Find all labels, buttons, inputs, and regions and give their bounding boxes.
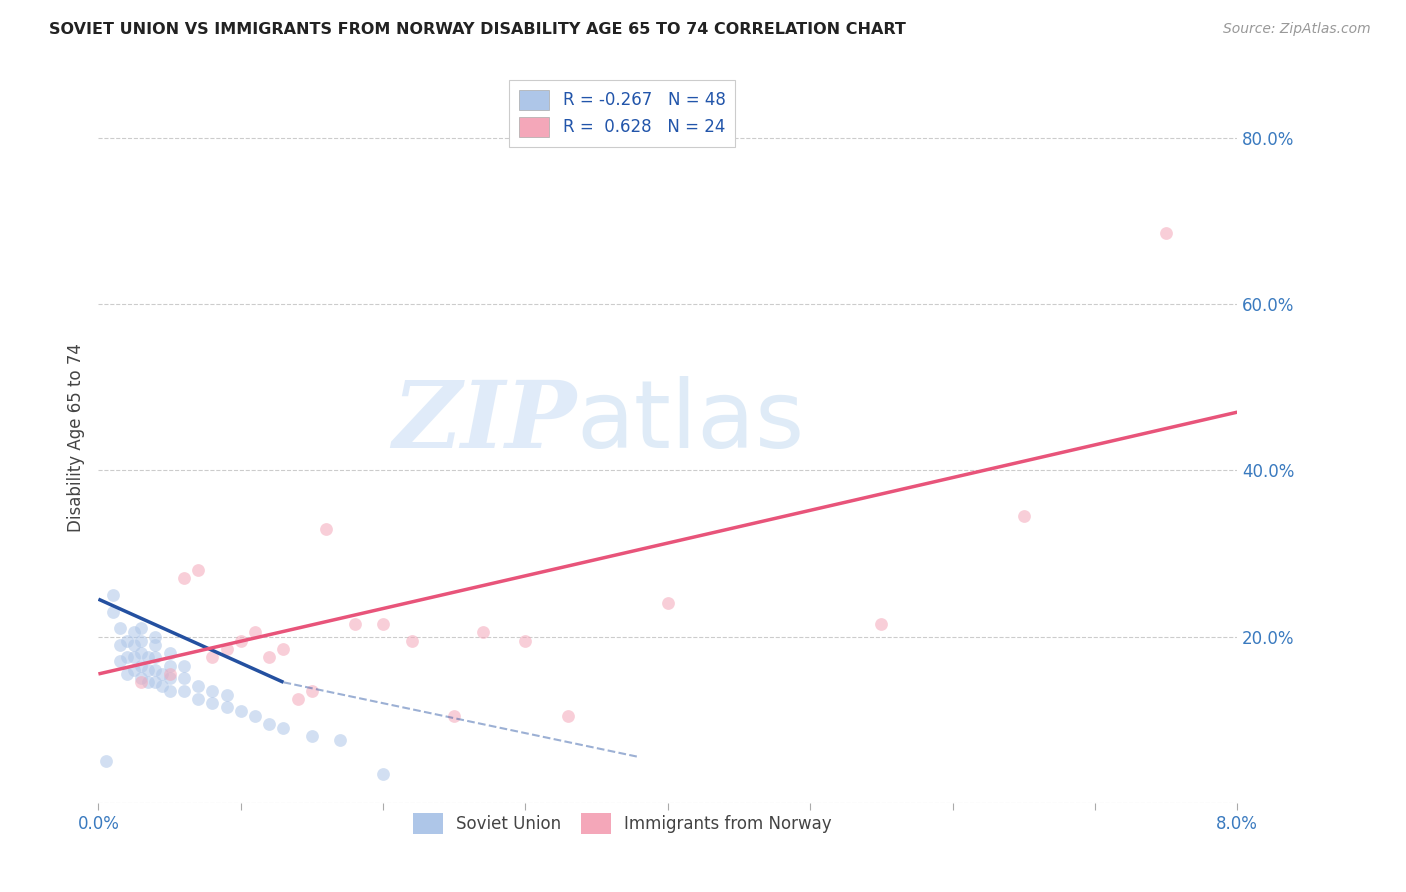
Point: [215, 642, 238, 657]
Point: [443, 708, 465, 723]
Point: [187, 680, 209, 694]
Point: [122, 663, 145, 677]
Point: [201, 696, 224, 710]
Point: [515, 633, 537, 648]
Point: [301, 683, 323, 698]
Point: [136, 675, 159, 690]
Point: [173, 658, 195, 673]
Point: [145, 650, 167, 665]
Point: [371, 766, 394, 780]
Point: [101, 605, 124, 619]
Point: [173, 671, 195, 685]
Point: [145, 663, 167, 677]
Point: [301, 729, 323, 743]
Point: [101, 588, 124, 602]
Point: [557, 708, 579, 723]
Text: SOVIET UNION VS IMMIGRANTS FROM NORWAY DISABILITY AGE 65 TO 74 CORRELATION CHART: SOVIET UNION VS IMMIGRANTS FROM NORWAY D…: [49, 22, 905, 37]
Point: [187, 692, 209, 706]
Point: [122, 650, 145, 665]
Point: [173, 683, 195, 698]
Point: [259, 650, 281, 665]
Legend: Soviet Union, Immigrants from Norway: Soviet Union, Immigrants from Norway: [405, 805, 841, 842]
Text: ZIP: ZIP: [392, 377, 576, 467]
Point: [1012, 509, 1035, 524]
Point: [159, 683, 181, 698]
Text: Source: ZipAtlas.com: Source: ZipAtlas.com: [1223, 22, 1371, 37]
Point: [152, 680, 174, 694]
Point: [129, 646, 152, 660]
Point: [122, 625, 145, 640]
Point: [215, 700, 238, 714]
Point: [145, 675, 167, 690]
Point: [94, 754, 117, 768]
Point: [129, 675, 152, 690]
Point: [1154, 227, 1177, 241]
Y-axis label: Disability Age 65 to 74: Disability Age 65 to 74: [66, 343, 84, 532]
Point: [145, 630, 167, 644]
Point: [136, 650, 159, 665]
Point: [243, 625, 266, 640]
Point: [159, 658, 181, 673]
Point: [145, 638, 167, 652]
Point: [201, 683, 224, 698]
Point: [471, 625, 494, 640]
Point: [129, 658, 152, 673]
Point: [108, 655, 131, 669]
Point: [329, 733, 352, 747]
Point: [159, 646, 181, 660]
Point: [108, 621, 131, 635]
Point: [229, 705, 252, 719]
Point: [159, 671, 181, 685]
Point: [870, 617, 893, 632]
Point: [129, 671, 152, 685]
Point: [115, 633, 138, 648]
Text: atlas: atlas: [576, 376, 806, 468]
Point: [159, 667, 181, 681]
Point: [173, 571, 195, 585]
Point: [136, 663, 159, 677]
Point: [287, 692, 309, 706]
Point: [243, 708, 266, 723]
Point: [129, 633, 152, 648]
Point: [273, 721, 295, 735]
Point: [201, 650, 224, 665]
Point: [401, 633, 423, 648]
Point: [229, 633, 252, 648]
Point: [115, 667, 138, 681]
Point: [187, 563, 209, 577]
Point: [115, 650, 138, 665]
Point: [371, 617, 394, 632]
Point: [657, 596, 679, 610]
Point: [122, 638, 145, 652]
Point: [343, 617, 366, 632]
Point: [259, 716, 281, 731]
Point: [129, 621, 152, 635]
Point: [108, 638, 131, 652]
Point: [152, 667, 174, 681]
Point: [273, 642, 295, 657]
Point: [315, 521, 337, 535]
Point: [215, 688, 238, 702]
